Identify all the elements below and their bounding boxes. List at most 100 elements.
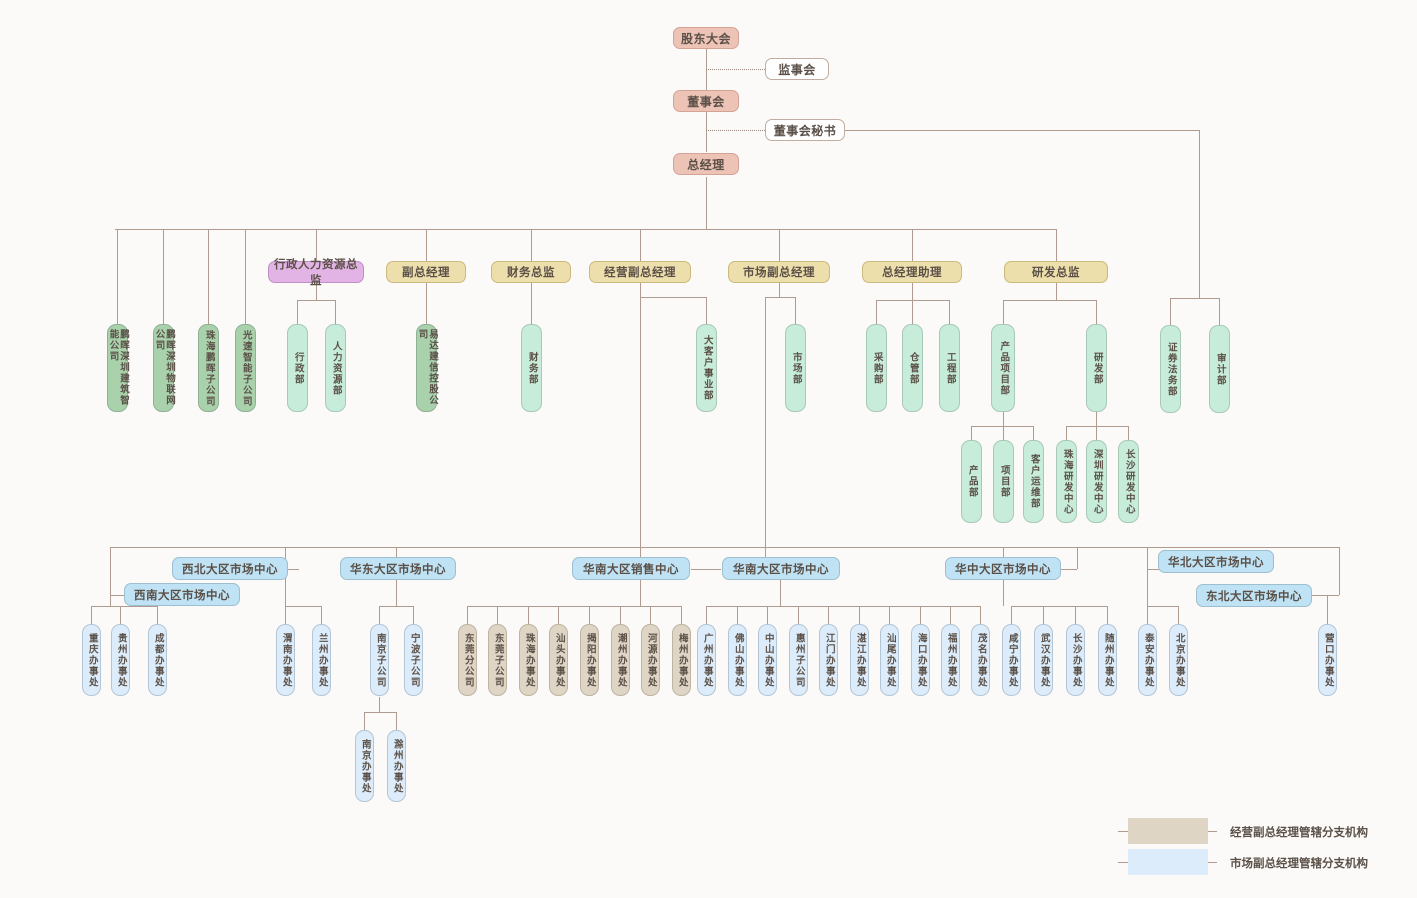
node-office[interactable]: 武汉办事处 xyxy=(1034,624,1053,696)
node-securities-legal-dept[interactable]: 证券法务部 xyxy=(1160,325,1181,413)
node-office[interactable]: 揭阳办事处 xyxy=(580,624,599,696)
connector xyxy=(497,606,498,624)
node-office[interactable]: 汕头办事处 xyxy=(549,624,568,696)
node-office[interactable]: 东莞分公司 xyxy=(458,624,477,696)
node-customer-ops-dept[interactable]: 客户运维部 xyxy=(1023,440,1044,523)
node-office[interactable]: 重庆办事处 xyxy=(82,624,101,696)
node-office[interactable]: 南京子公司 xyxy=(370,624,389,696)
node-holding-company[interactable]: 易达建信控股公司 xyxy=(416,324,438,412)
node-office[interactable]: 贵州办事处 xyxy=(111,624,130,696)
node-exec-hr-director[interactable]: 行政人力资源总监 xyxy=(268,257,364,287)
node-office[interactable]: 江门办事处 xyxy=(819,624,838,696)
node-audit-dept[interactable]: 审计部 xyxy=(1209,325,1230,413)
connector xyxy=(110,595,111,606)
connector xyxy=(980,606,981,624)
node-exec-gm-assistant[interactable]: 总经理助理 xyxy=(862,261,962,283)
node-exec-market-deputy-gm[interactable]: 市场副总经理 xyxy=(728,261,830,283)
node-region-central[interactable]: 华中大区市场中心 xyxy=(945,557,1061,580)
connector xyxy=(364,712,396,713)
connector xyxy=(1075,606,1076,624)
node-exec-rd-director[interactable]: 研发总监 xyxy=(1004,261,1108,283)
node-rd-center[interactable]: 深圳研发中心 xyxy=(1086,440,1107,523)
node-office[interactable]: 长沙办事处 xyxy=(1066,624,1085,696)
node-office[interactable]: 福州办事处 xyxy=(941,624,960,696)
connector xyxy=(297,300,335,301)
node-key-account-division[interactable]: 大客户事业部 xyxy=(696,324,717,412)
node-region-south-market[interactable]: 华南大区市场中心 xyxy=(722,557,840,580)
connector xyxy=(912,229,913,261)
node-hr-dept[interactable]: 人力资源部 xyxy=(325,324,346,412)
node-product-project-dept[interactable]: 产品项目部 xyxy=(991,324,1015,412)
node-admin-dept[interactable]: 行政部 xyxy=(287,324,308,412)
node-subsidiary[interactable]: 珠海鹏晖子公司 xyxy=(198,324,219,412)
connector xyxy=(115,229,1056,230)
node-board-of-supervisors[interactable]: 监事会 xyxy=(765,58,829,80)
node-exec-deputy-gm[interactable]: 副总经理 xyxy=(386,261,466,283)
connector xyxy=(765,297,766,567)
node-office[interactable]: 成都办事处 xyxy=(148,624,167,696)
node-office[interactable]: 潮州办事处 xyxy=(611,624,630,696)
connector xyxy=(1147,569,1159,570)
connector xyxy=(889,606,890,624)
node-finance-dept[interactable]: 财务部 xyxy=(521,324,542,412)
node-region-southwest[interactable]: 西南大区市场中心 xyxy=(124,583,240,606)
node-shareholders-meeting[interactable]: 股东大会 xyxy=(673,27,739,49)
connector xyxy=(912,283,913,300)
node-office[interactable]: 随州办事处 xyxy=(1098,624,1117,696)
node-office[interactable]: 湛江办事处 xyxy=(850,624,869,696)
node-board-secretary[interactable]: 董事会秘书 xyxy=(765,119,845,141)
connector xyxy=(110,595,127,596)
node-subsidiary[interactable]: 光速智能子公司 xyxy=(235,324,256,412)
node-region-northwest[interactable]: 西北大区市场中心 xyxy=(172,557,288,580)
connector xyxy=(110,547,111,595)
node-exec-finance-director[interactable]: 财务总监 xyxy=(491,261,571,283)
node-office[interactable]: 佛山办事处 xyxy=(728,624,747,696)
node-region-northeast[interactable]: 东北大区市场中心 xyxy=(1196,584,1312,607)
node-office[interactable]: 宁波子公司 xyxy=(404,624,423,696)
node-office[interactable]: 茂名办事处 xyxy=(971,624,990,696)
node-office[interactable]: 兰州办事处 xyxy=(312,624,331,696)
node-region-east[interactable]: 华东大区市场中心 xyxy=(340,557,456,580)
node-rd-center[interactable]: 珠海研发中心 xyxy=(1056,440,1077,523)
node-office[interactable]: 咸宁办事处 xyxy=(1002,624,1021,696)
connector xyxy=(285,606,286,624)
node-office[interactable]: 河源办事处 xyxy=(641,624,660,696)
node-office[interactable]: 渭南办事处 xyxy=(276,624,295,696)
node-subsidiary[interactable]: 鹏晖深圳建筑智能公司 xyxy=(107,324,129,412)
node-project-dept[interactable]: 项目部 xyxy=(993,440,1014,523)
node-office[interactable]: 南京办事处 xyxy=(355,730,374,802)
connector xyxy=(426,229,427,261)
node-board-of-directors[interactable]: 董事会 xyxy=(673,90,739,112)
connector xyxy=(1003,426,1004,440)
node-office[interactable]: 北京办事处 xyxy=(1169,624,1188,696)
node-office[interactable]: 营口办事处 xyxy=(1318,624,1337,696)
node-office[interactable]: 惠州子公司 xyxy=(789,624,808,696)
node-office[interactable]: 广州办事处 xyxy=(697,624,716,696)
node-purchasing-dept[interactable]: 采购部 xyxy=(866,324,887,412)
node-office[interactable]: 汕尾办事处 xyxy=(880,624,899,696)
node-office[interactable]: 海口办事处 xyxy=(911,624,930,696)
node-product-dept[interactable]: 产品部 xyxy=(961,440,982,523)
node-office[interactable]: 泰安办事处 xyxy=(1138,624,1157,696)
node-office[interactable]: 滁州办事处 xyxy=(387,730,406,802)
connector xyxy=(859,606,860,624)
connector xyxy=(1147,606,1148,624)
node-rd-dept[interactable]: 研发部 xyxy=(1086,324,1107,412)
node-region-south-sales[interactable]: 华南大区销售中心 xyxy=(572,557,690,580)
node-office[interactable]: 东莞子公司 xyxy=(488,624,507,696)
node-office[interactable]: 中山办事处 xyxy=(758,624,777,696)
node-rd-center[interactable]: 长沙研发中心 xyxy=(1118,440,1139,523)
node-office[interactable]: 梅州办事处 xyxy=(672,624,691,696)
node-warehouse-dept[interactable]: 仓管部 xyxy=(902,324,923,412)
node-office[interactable]: 珠海办事处 xyxy=(519,624,538,696)
node-exec-business-deputy-gm[interactable]: 经营副总经理 xyxy=(589,261,691,283)
node-engineering-dept[interactable]: 工程部 xyxy=(939,324,960,412)
node-market-dept[interactable]: 市场部 xyxy=(785,324,806,412)
connector xyxy=(1060,569,1077,570)
connector xyxy=(379,697,380,712)
node-general-manager[interactable]: 总经理 xyxy=(673,153,739,175)
node-subsidiary[interactable]: 鹏晖深圳物联网公司 xyxy=(153,324,175,412)
node-region-north[interactable]: 华北大区市场中心 xyxy=(1158,550,1274,573)
legend-swatch-business xyxy=(1128,818,1208,844)
connector xyxy=(163,229,164,324)
